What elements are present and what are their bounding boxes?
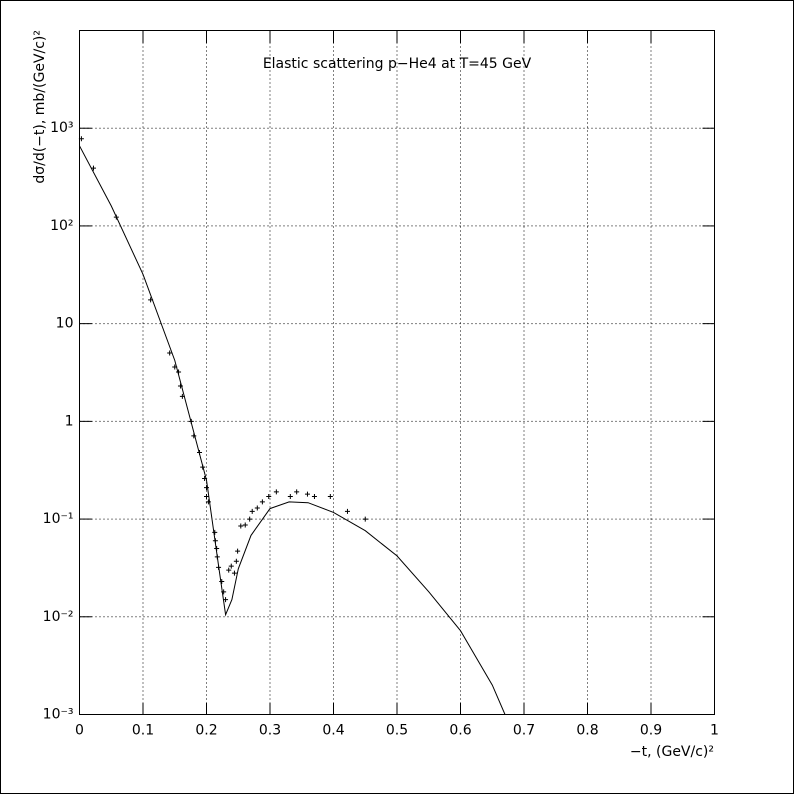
data-point	[214, 545, 220, 551]
data-point	[231, 570, 237, 576]
x-tick-label: 0.2	[195, 723, 217, 739]
data-point	[294, 489, 300, 495]
data-point	[273, 489, 279, 495]
data-point	[228, 563, 234, 569]
data-point	[216, 564, 222, 570]
data-point	[327, 494, 333, 500]
x-tick-label: 0.8	[576, 723, 598, 739]
data-point	[197, 450, 203, 456]
data-point	[191, 433, 197, 439]
data-point	[78, 136, 84, 142]
y-tick-label: 10⁻³	[43, 707, 74, 723]
x-axis-label: −t, (GeV/c)²	[630, 744, 714, 760]
data-point	[176, 369, 182, 375]
x-tick-label: 0.4	[322, 723, 344, 739]
data-point	[167, 350, 173, 356]
data-point	[311, 494, 317, 500]
y-axis-label: dσ/d(−t), mb/(GeV/c)²	[32, 30, 48, 184]
y-tick-label: 10³	[50, 120, 73, 136]
data-point	[304, 491, 310, 497]
data-point	[235, 548, 241, 554]
data-point	[223, 597, 229, 603]
data-point	[205, 499, 211, 505]
data-point	[204, 494, 209, 500]
data-point	[249, 508, 255, 514]
x-tick-label: 0.9	[640, 723, 662, 739]
data-point	[200, 464, 206, 470]
data-point	[242, 522, 248, 528]
data-point	[188, 418, 194, 424]
y-tick-label: 1	[65, 413, 74, 429]
data-point	[344, 508, 350, 514]
data-point	[266, 494, 272, 500]
y-tick-label: 10⁻²	[43, 609, 74, 625]
data-point	[177, 383, 183, 389]
chart-title: Elastic scattering p−He4 at T=45 GeV	[263, 56, 532, 72]
data-point	[254, 505, 260, 511]
data-point	[90, 165, 96, 171]
x-tick-label: 0.3	[259, 723, 281, 739]
data-point	[204, 485, 209, 491]
data-point	[238, 523, 244, 529]
x-tick-label: 1	[710, 723, 719, 739]
data-point	[212, 538, 218, 544]
data-point	[247, 516, 253, 522]
x-tick-label: 0	[75, 723, 84, 739]
y-tick-label: 10	[56, 316, 74, 332]
data-point	[179, 393, 185, 399]
data-point	[212, 529, 218, 535]
x-tick-label: 0.6	[449, 723, 471, 739]
y-tick-label: 10²	[50, 218, 73, 234]
data-point	[221, 589, 227, 595]
data-point	[362, 516, 368, 522]
x-tick-label: 0.1	[132, 723, 154, 739]
data-point	[113, 214, 119, 220]
data-point	[214, 554, 220, 560]
data-point	[219, 578, 225, 584]
data-point	[226, 567, 232, 573]
data-point	[202, 476, 208, 482]
data-point	[287, 494, 293, 500]
y-tick-label: 10⁻¹	[43, 511, 74, 527]
data-point	[172, 364, 178, 370]
x-tick-label: 0.5	[386, 723, 408, 739]
data-point	[148, 297, 154, 303]
model-curve	[79, 145, 506, 715]
x-tick-label: 0.7	[513, 723, 535, 739]
data-point	[259, 499, 265, 505]
data-point	[233, 558, 239, 564]
